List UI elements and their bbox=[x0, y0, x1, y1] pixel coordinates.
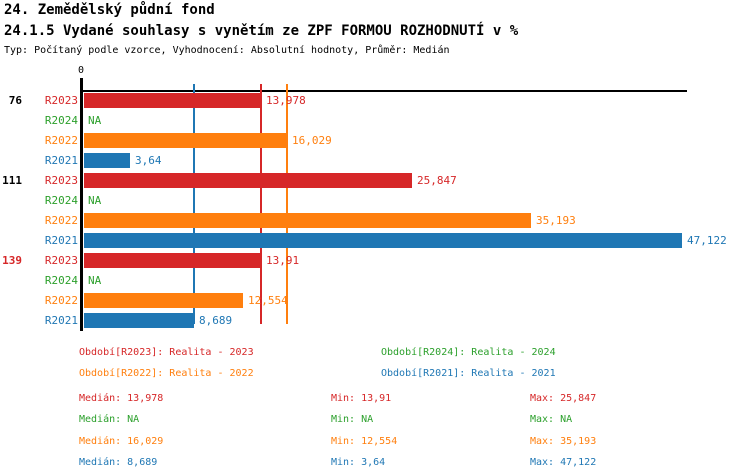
group-label-139: 139 bbox=[2, 254, 22, 267]
legend-item-r2022: Období[R2022]: Realita - 2022 bbox=[79, 368, 254, 379]
median-line-r2022 bbox=[286, 84, 288, 324]
value-label-111-r2022: 35,193 bbox=[536, 214, 576, 227]
group-label-76: 76 bbox=[8, 94, 22, 107]
stat-min-r2021: Min: 3,64 bbox=[331, 457, 386, 468]
row-label-r2022: R2022 bbox=[44, 134, 78, 147]
stat-median-r2022: Medián: 16,029 bbox=[79, 436, 164, 447]
stat-median-r2024: Medián: NA bbox=[79, 414, 140, 425]
value-label-111-r2023: 25,847 bbox=[417, 174, 457, 187]
median-line-r2023 bbox=[260, 84, 262, 324]
stat-max-r2023: Max: 25,847 bbox=[530, 393, 597, 404]
row-label-r2024: R2024 bbox=[44, 194, 78, 207]
row-label-r2021: R2021 bbox=[44, 154, 78, 167]
na-label-r2024: NA bbox=[88, 274, 102, 287]
chart-subtitle: 24.1.5 Vydané souhlasy s vynětím ze ZPF … bbox=[4, 23, 519, 39]
value-label-111-r2021: 47,122 bbox=[687, 234, 727, 247]
legend-item-r2021: Období[R2021]: Realita - 2021 bbox=[381, 368, 556, 379]
bar-139-r2023 bbox=[84, 253, 261, 268]
bar-139-r2022 bbox=[84, 293, 243, 308]
row-label-r2024: R2024 bbox=[44, 274, 78, 287]
bar-111-r2023 bbox=[84, 173, 412, 188]
row-label-r2021: R2021 bbox=[44, 314, 78, 327]
bar-76-r2023 bbox=[84, 93, 261, 108]
legend-item-r2023: Období[R2023]: Realita - 2023 bbox=[79, 347, 254, 358]
y-axis-line bbox=[80, 78, 83, 331]
na-label-r2024: NA bbox=[88, 114, 102, 127]
row-label-r2021: R2021 bbox=[44, 234, 78, 247]
x-axis-line bbox=[80, 90, 687, 92]
group-label-111: 111 bbox=[2, 174, 22, 187]
row-label-r2023: R2023 bbox=[44, 174, 78, 187]
bar-76-r2022 bbox=[84, 133, 287, 148]
na-label-r2024: NA bbox=[88, 194, 102, 207]
stat-min-r2022: Min: 12,554 bbox=[331, 436, 398, 447]
stat-max-r2024: Max: NA bbox=[530, 414, 573, 425]
row-label-r2024: R2024 bbox=[44, 114, 78, 127]
value-label-76-r2021: 3,64 bbox=[135, 154, 162, 167]
bar-76-r2021 bbox=[84, 153, 130, 168]
stat-min-r2024: Min: NA bbox=[331, 414, 374, 425]
legend-item-r2024: Období[R2024]: Realita - 2024 bbox=[381, 347, 556, 358]
row-label-r2023: R2023 bbox=[44, 254, 78, 267]
bar-111-r2021 bbox=[84, 233, 682, 248]
page-title: 24. Zemědělský půdní fond bbox=[4, 2, 215, 18]
value-label-76-r2023: 13,978 bbox=[266, 94, 306, 107]
row-label-r2022: R2022 bbox=[44, 294, 78, 307]
value-label-76-r2022: 16,029 bbox=[292, 134, 332, 147]
chart-meta-line: Typ: Počítaný podle vzorce, Vyhodnocení:… bbox=[4, 45, 450, 56]
bar-111-r2022 bbox=[84, 213, 531, 228]
value-label-139-r2023: 13,91 bbox=[266, 254, 300, 267]
stat-min-r2023: Min: 13,91 bbox=[331, 393, 392, 404]
value-label-139-r2021: 8,689 bbox=[199, 314, 233, 327]
stat-median-r2021: Medián: 8,689 bbox=[79, 457, 158, 468]
stat-max-r2022: Max: 35,193 bbox=[530, 436, 597, 447]
row-label-r2023: R2023 bbox=[44, 94, 78, 107]
stat-max-r2021: Max: 47,122 bbox=[530, 457, 597, 468]
row-label-r2022: R2022 bbox=[44, 214, 78, 227]
x-axis-zero-label: 0 bbox=[77, 65, 85, 76]
bar-139-r2021 bbox=[84, 313, 194, 328]
stat-median-r2023: Medián: 13,978 bbox=[79, 393, 164, 404]
median-line-r2021 bbox=[193, 84, 195, 324]
value-label-139-r2022: 12,554 bbox=[248, 294, 288, 307]
